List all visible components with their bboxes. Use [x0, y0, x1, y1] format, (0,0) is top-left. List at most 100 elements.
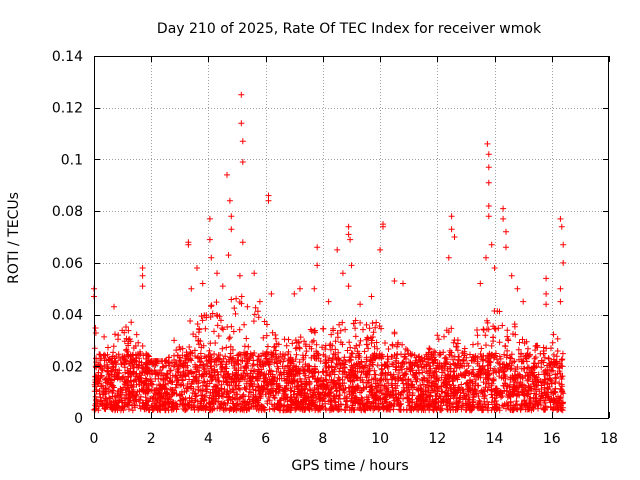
data-point: [453, 343, 460, 350]
data-point: [238, 403, 245, 410]
data-point-peak: [206, 215, 213, 222]
data-point: [470, 396, 477, 403]
data-point: [509, 375, 516, 382]
data-point: [344, 393, 350, 400]
data-point: [332, 399, 339, 406]
data-point: [290, 362, 297, 369]
data-point: [310, 367, 317, 374]
data-point: [163, 370, 170, 377]
data-point: [327, 379, 334, 386]
data-point: [185, 369, 192, 376]
data-point: [490, 370, 497, 376]
data-point: [276, 407, 283, 414]
data-point: [418, 354, 425, 361]
data-point: [462, 372, 469, 379]
data-point: [467, 379, 474, 386]
data-point: [206, 347, 213, 354]
data-point: [532, 343, 539, 349]
data-point: [514, 391, 521, 398]
data-point: [110, 343, 117, 350]
data-point: [518, 358, 525, 365]
data-point: [163, 390, 170, 397]
data-point: [321, 383, 328, 390]
data-point: [478, 353, 485, 360]
data-point: [513, 398, 520, 405]
data-point: [429, 372, 435, 379]
data-point: [190, 403, 197, 410]
data-point: [232, 382, 239, 389]
data-point: [151, 390, 158, 397]
data-point: [376, 395, 383, 402]
data-point: [199, 317, 206, 324]
data-point: [501, 387, 508, 394]
data-point-peak: [334, 246, 341, 253]
data-point: [337, 365, 343, 372]
data-point-peak: [557, 215, 564, 222]
data-point: [116, 370, 123, 377]
data-point: [295, 365, 302, 372]
data-point-peak: [139, 272, 146, 279]
y-axis-title: ROTI / TECUs: [6, 192, 22, 284]
data-point: [442, 354, 449, 361]
data-point: [100, 352, 107, 359]
data-point: [203, 354, 210, 361]
data-point: [479, 356, 486, 363]
data-point: [320, 325, 326, 332]
data-point: [423, 368, 430, 375]
data-point: [387, 392, 394, 399]
data-point: [150, 393, 157, 400]
data-point: [297, 334, 304, 341]
data-point: [490, 334, 497, 341]
data-point: [358, 358, 365, 365]
data-point: [305, 374, 312, 381]
data-point: [423, 395, 430, 402]
data-point: [126, 406, 132, 413]
data-point: [268, 367, 275, 374]
data-point: [296, 345, 303, 352]
data-point: [459, 402, 466, 409]
data-point: [231, 305, 238, 312]
data-point: [368, 340, 375, 346]
data-point-peak: [380, 223, 386, 230]
data-point: [236, 326, 243, 333]
data-point: [274, 400, 281, 407]
data-point: [554, 348, 561, 354]
data-point: [198, 313, 205, 320]
data-point: [169, 404, 176, 411]
data-point: [361, 348, 368, 355]
data-point: [211, 328, 217, 335]
data-point: [327, 397, 334, 404]
data-point: [405, 376, 412, 383]
data-point: [559, 373, 566, 380]
data-point: [323, 406, 329, 413]
data-point: [415, 367, 422, 374]
data-point: [281, 365, 288, 372]
data-point: [316, 405, 323, 412]
data-point: [130, 378, 137, 385]
data-point: [260, 334, 267, 341]
data-point: [236, 378, 243, 385]
data-point: [337, 327, 344, 334]
data-point: [105, 344, 111, 351]
data-point: [194, 321, 201, 327]
data-point: [269, 329, 276, 336]
data-point: [174, 376, 181, 383]
data-point: [260, 385, 267, 391]
y-tick-labels: 0 0.02 0.04 0.06 0.08 0.1 0.12 0.14: [52, 49, 83, 427]
data-point: [542, 403, 549, 410]
data-point: [139, 400, 146, 407]
data-point: [192, 390, 199, 397]
data-point: [145, 359, 151, 366]
data-point: [358, 386, 365, 393]
data-point: [284, 406, 291, 413]
data-point: [276, 386, 283, 393]
data-point: [517, 405, 524, 412]
data-point: [544, 385, 551, 392]
data-point: [254, 308, 261, 315]
data-point: [180, 360, 187, 367]
data-point: [152, 362, 159, 369]
data-point: [523, 369, 530, 376]
data-point: [476, 362, 483, 369]
data-point: [373, 404, 380, 411]
data-point: [508, 351, 515, 358]
